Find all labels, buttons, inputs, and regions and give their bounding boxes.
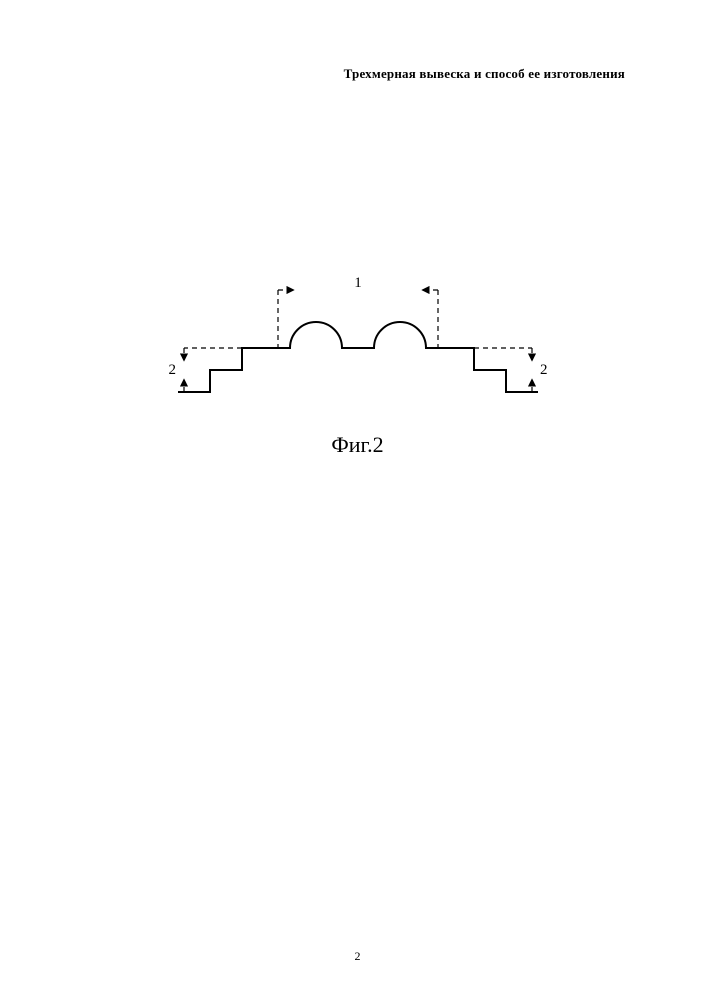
page: Трехмерная вывеска и способ ее изготовле…	[0, 0, 715, 1000]
figure-2-svg: 1 2 2	[148, 270, 568, 410]
figure-2: 1 2 2	[0, 270, 715, 410]
svg-text:2: 2	[168, 362, 176, 378]
page-header: Трехмерная вывеска и способ ее изготовле…	[344, 66, 625, 82]
figure-caption: Фиг.2	[0, 432, 715, 458]
svg-text:2: 2	[540, 362, 548, 378]
page-number: 2	[0, 949, 715, 964]
svg-text:1: 1	[354, 275, 362, 291]
